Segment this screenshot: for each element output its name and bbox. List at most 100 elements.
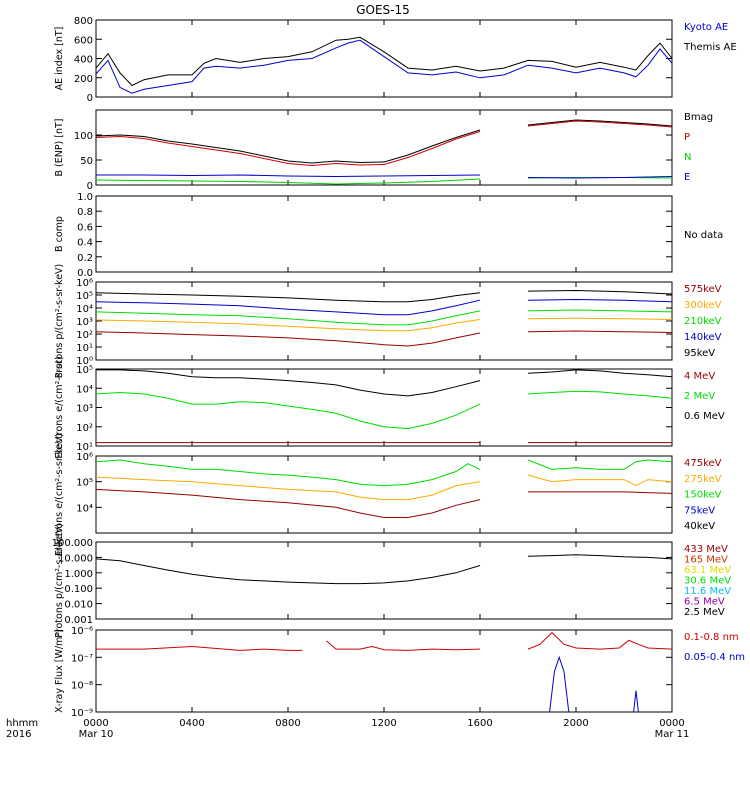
legend-entry: 6.5 MeV — [684, 597, 725, 608]
y-tick-label: 10⁻⁹ — [71, 708, 93, 719]
legend-entry: 11.6 MeV — [684, 586, 731, 597]
legend-entry: 0.1-0.8 nm — [684, 632, 739, 643]
y-tick-label: 400 — [74, 55, 93, 66]
series-210kev — [95, 309, 673, 326]
y-tick-label: 10¹ — [76, 442, 93, 453]
y-tick-label: 10³ — [76, 317, 93, 328]
x-tick-label: 0800 — [275, 718, 300, 729]
y-axis-label: Protons p/(cm²-s-sr-keV) — [54, 523, 65, 638]
y-tick-label: 0.010 — [64, 600, 93, 611]
y-tick-label: 10⁶ — [76, 278, 93, 289]
legend-entry: 2 MeV — [684, 391, 715, 402]
legend-entry: 30.6 MeV — [684, 576, 731, 587]
series-140kev — [95, 298, 673, 316]
y-tick-label: 10⁻⁶ — [71, 626, 93, 637]
panel-ae: 0 200 400 600 800 AE index [nT] Kyoto AE Themis… — [54, 16, 737, 104]
legend-entry: N — [684, 152, 691, 163]
panel-frame — [95, 629, 673, 713]
panels: 0 200 400 600 800 AE index [nT] Kyoto AE Themis… — [52, 16, 745, 719]
legend-entry: 275keV — [684, 474, 722, 485]
legend-entry: 0.05-0.4 nm — [684, 652, 745, 663]
y-tick-label: 10⁵ — [76, 365, 93, 376]
x-tick-label: 0400 — [179, 718, 204, 729]
y-tick-label: 10⁴ — [76, 304, 93, 315]
y-tick-label: 10² — [76, 423, 93, 434]
legend-entry: 165 MeV — [684, 555, 728, 566]
y-tick-label: 0.0 — [77, 268, 93, 279]
panel-frame — [95, 541, 673, 620]
y-tick-label: 10⁴ — [76, 503, 93, 514]
legend-entry: 2.5 MeV — [684, 607, 725, 618]
legend-entry: 140keV — [684, 332, 722, 343]
legend-entry: 63.1 MeV — [684, 565, 731, 576]
panel-frame — [95, 368, 673, 447]
y-axis-label: X-ray Flux [W/m²] — [54, 629, 65, 713]
y-axis-label: Electrons e/(cm²-s-sr-keV) — [54, 433, 65, 556]
y-tick-label: 10.000 — [58, 553, 93, 564]
y-tick-label: 100 — [74, 131, 93, 142]
y-tick-label: 0 — [87, 181, 93, 192]
series-475kev — [95, 488, 673, 518]
x-tick-label: 0000 — [83, 718, 108, 729]
legend-entry: 300keV — [684, 300, 722, 311]
panel-electrons_lo: 10⁴ 10⁵ 10⁶ Electrons e/(cm²-s-sr-keV) 475ke… — [54, 433, 722, 556]
series-275kev — [95, 474, 673, 501]
legend-entry: No data — [684, 230, 723, 241]
series-0-05-0-4-nm — [549, 655, 639, 713]
series-0-1-0-8-nm — [96, 631, 673, 651]
series-bmag — [95, 119, 673, 164]
y-tick-label: 100.000 — [52, 538, 93, 549]
series-e — [96, 174, 673, 179]
y-tick-label: 0.8 — [77, 207, 93, 218]
legend-entry: 150keV — [684, 490, 722, 501]
y-tick-label: 50 — [80, 156, 93, 167]
x-tick-label: 2000 — [563, 718, 588, 729]
time-corner-year: 2016 — [6, 729, 31, 740]
series-575kev — [95, 330, 673, 347]
series-2-mev — [95, 390, 673, 430]
legend-entry: Themis AE — [683, 42, 737, 53]
y-tick-label: 10⁵ — [76, 478, 93, 489]
y-axis-label: Electrons e/(cm²-s-sr) — [54, 356, 65, 458]
legend-entry: Kyoto AE — [684, 22, 728, 33]
panel-electrons_hi: 10¹ 10² 10³ 10⁴ 10⁵ Electrons e/(cm²-s-sr) 4 M… — [54, 356, 725, 458]
y-tick-label: 10⁰ — [76, 356, 93, 367]
x-tick-date-label: Mar 10 — [79, 729, 114, 740]
y-tick-label: 0.100 — [64, 584, 93, 595]
panel-frame — [95, 19, 673, 98]
legend-entry: 40keV — [684, 521, 715, 532]
legend-entry: 95keV — [684, 348, 715, 359]
y-tick-label: 10⁻⁷ — [71, 653, 93, 664]
panel-bcomp: 0.0 0.2 0.4 0.6 0.8 1.0 B comp No data — [54, 192, 723, 279]
y-tick-label: 0 — [87, 93, 93, 104]
legend-entry: 0.6 MeV — [684, 411, 725, 422]
y-tick-label: 10⁶ — [76, 452, 93, 463]
legend-entry: 475keV — [684, 458, 722, 469]
x-tick-label: 1600 — [467, 718, 492, 729]
legend-entry: P — [684, 132, 690, 143]
chart-title: GOES-15 — [356, 3, 410, 17]
legend-entry: 575keV — [684, 284, 722, 295]
panel-xray: 10⁻⁹ 10⁻⁸ 10⁻⁷ 10⁻⁶ X-ray Flux [W/m²] 0.1-0.8… — [54, 626, 745, 719]
legend-entry: Bmag — [684, 112, 713, 123]
y-tick-label: 0.4 — [77, 238, 93, 249]
series-0-6-mev — [96, 369, 673, 397]
panel-bfield: 0 50 100 B (ENP) [nT] Bmag PNE — [54, 109, 713, 192]
y-axis-label: Protons p/(cm²-s-sr-keV) — [54, 264, 65, 379]
x-tick-label: 1200 — [371, 718, 396, 729]
y-tick-label: 800 — [74, 16, 93, 27]
series-themis-ae — [95, 36, 673, 87]
y-tick-label: 0.001 — [64, 615, 93, 626]
y-tick-label: 0.6 — [77, 222, 93, 233]
series-300kev — [95, 317, 673, 332]
y-tick-label: 10⁵ — [76, 291, 93, 302]
panel-protons_lo: 10⁰ 10¹ 10² 10³ 10⁴ 10⁵ 10⁶ Protons p/(cm²-s-sr… — [54, 264, 722, 379]
y-tick-label: 10¹ — [76, 343, 93, 354]
legend-entry: E — [684, 172, 690, 183]
series-kyoto-ae — [95, 39, 673, 94]
y-tick-label: 1.000 — [64, 569, 93, 580]
y-tick-label: 10³ — [76, 404, 93, 415]
y-axis-label: AE index [nT] — [54, 27, 65, 91]
series-2-5-mev — [95, 554, 673, 585]
